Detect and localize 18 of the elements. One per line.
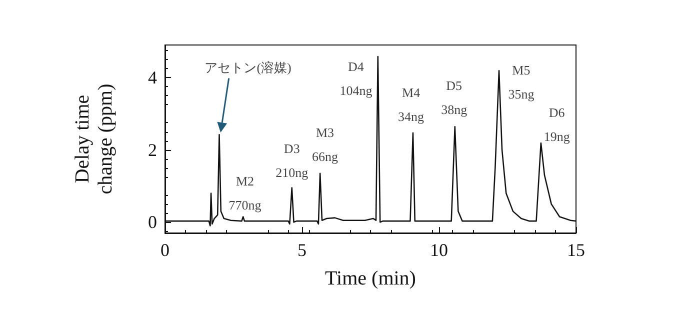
annotation: アセトン(溶媒) — [204, 60, 292, 75]
x-tick-label: 10 — [430, 240, 448, 260]
annotation: M4 34ng — [398, 85, 425, 124]
y-tick-label: 2 — [148, 140, 157, 160]
annotation: D3 210ng — [276, 141, 309, 180]
annotation: D5 38ng — [441, 78, 468, 117]
annotation: D6 19ng — [544, 105, 570, 144]
annotation: M2 770ng — [228, 174, 262, 213]
y-axis-title: Delay time change (ppm) — [72, 84, 116, 194]
x-tick-label: 0 — [160, 240, 170, 260]
annotation: M3 66ng — [312, 124, 339, 164]
annotation: M5 35ng — [508, 62, 535, 102]
y-tick-label: 4 — [148, 68, 157, 88]
y-tick-label: 0 — [148, 212, 157, 232]
x-axis-title: Time (min) — [325, 268, 416, 290]
annotation: D4 104ng — [340, 59, 373, 98]
x-tick-label: 15 — [567, 240, 585, 260]
x-tick-label: 5 — [298, 240, 306, 260]
